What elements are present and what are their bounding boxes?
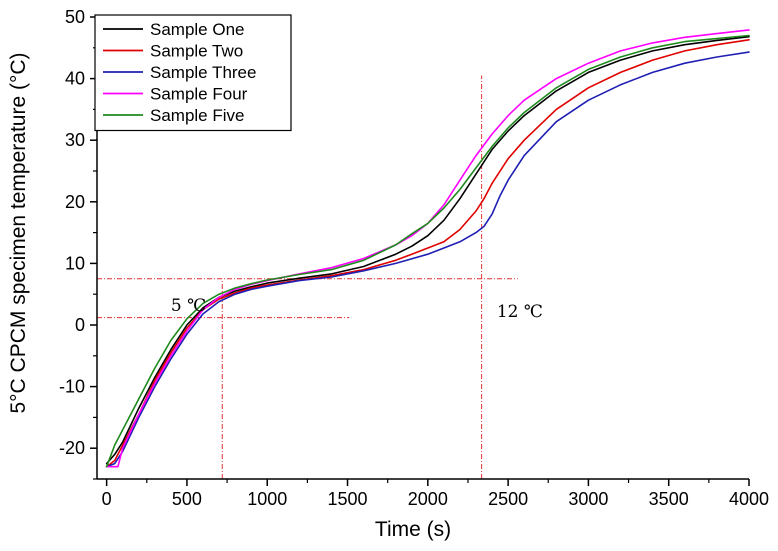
annotation-label-2: 12 ℃ (497, 302, 543, 322)
series-line-3 (105, 51, 750, 468)
x-tick-label: 500 (172, 489, 202, 509)
series-line-1 (105, 35, 750, 465)
x-tick-label: 1000 (247, 489, 287, 509)
x-tick-label: 0 (102, 489, 112, 509)
series-lines (105, 29, 750, 468)
y-axis-title: 5°C CPCM specimen temperature (°C) (7, 52, 30, 413)
y-tick-label: 30 (65, 130, 85, 150)
x-axis-title: Time (s) (375, 518, 451, 541)
y-tick-label: 50 (65, 7, 85, 27)
legend-label-5: Sample Five (150, 106, 244, 125)
x-tick-label: 3500 (649, 489, 689, 509)
legend-label-3: Sample Three (150, 63, 256, 82)
y-tick-label: 40 (65, 69, 85, 89)
x-tick-label: 2500 (488, 489, 528, 509)
y-tick-label: -20 (59, 438, 85, 458)
series-line-4 (105, 29, 750, 468)
annotations: 5 ℃ 12 ℃ (171, 296, 543, 322)
legend-label-2: Sample Two (150, 42, 243, 61)
y-tick-label: 20 (65, 192, 85, 212)
annotation-label-1: 5 ℃ (171, 296, 206, 316)
y-tick-label: -10 (59, 377, 85, 397)
legend-label-4: Sample Four (150, 85, 248, 104)
y-tick-label: 0 (75, 315, 85, 335)
legend-label-1: Sample One (150, 20, 245, 39)
x-tick-label: 1500 (327, 489, 367, 509)
x-tick-label: 4000 (729, 489, 769, 509)
series-line-5 (105, 34, 750, 468)
legend: Sample One Sample Two Sample Three Sample F… (94, 14, 292, 132)
series-line-2 (105, 38, 750, 468)
x-tick-label: 3000 (568, 489, 608, 509)
x-tick-label: 2000 (408, 489, 448, 509)
y-tick-label: 10 (65, 253, 85, 273)
